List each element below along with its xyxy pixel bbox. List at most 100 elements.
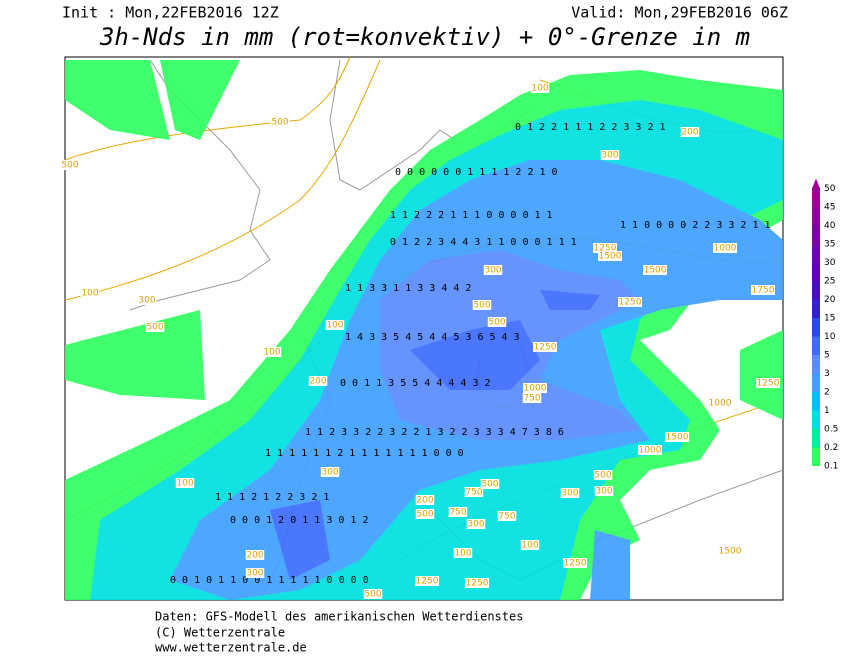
colorbar-segment <box>812 188 820 207</box>
contour-label: 750 <box>522 393 542 404</box>
colorbar-label: 0.2 <box>824 443 838 453</box>
precip-values: 0 0 1 1 3 5 5 4 4 4 4 3 2 <box>340 378 491 389</box>
precip-area <box>270 290 600 580</box>
contour-label-text: 200 <box>309 377 326 387</box>
colorbar-label: 0.1 <box>824 462 838 472</box>
init-time: Init : Mon,22FEB2016 12Z <box>62 4 279 22</box>
valid-time: Valid: Mon,29FEB2016 06Z <box>571 4 788 22</box>
contour-label-text: 750 <box>498 512 515 522</box>
contour-label-bg <box>245 550 265 560</box>
contour-label-text: 100 <box>531 84 548 94</box>
contour-label-bg <box>415 509 435 519</box>
precip-values: 0 1 2 2 3 4 4 3 1 1 0 0 0 1 1 1 <box>390 237 577 248</box>
contour-label-bg <box>718 546 742 556</box>
contour-label-bg <box>415 495 435 505</box>
contour-label-text: 1500 <box>666 433 689 443</box>
contour-label: 1250 <box>756 378 780 389</box>
contour-label: 1500 <box>665 432 689 443</box>
contour-label: 500 <box>60 160 80 171</box>
contour-label: 300 <box>594 486 614 497</box>
colorbar-label: 0.5 <box>824 425 838 435</box>
precip-values: 1 1 3 3 1 1 3 3 4 4 2 <box>345 283 471 294</box>
contour-label-bg <box>415 576 439 586</box>
contour-label-text: 1250 <box>594 244 617 254</box>
contour-label-text: 300 <box>321 468 338 478</box>
contour-label-bg <box>480 479 500 489</box>
contour-label-bg <box>563 558 587 568</box>
contour-label-text: 100 <box>454 549 471 559</box>
contour-label-bg <box>80 288 100 298</box>
contour-label: 300 <box>320 467 340 478</box>
colorbar-label: 3 <box>824 369 830 379</box>
colorbar-arrow <box>812 178 820 189</box>
contour-label: 100 <box>530 83 550 94</box>
contour-label: 500 <box>145 322 165 333</box>
contour-label: 1250 <box>465 578 489 589</box>
contour-label-text: 200 <box>681 128 698 138</box>
contour-label-text: 500 <box>61 161 78 171</box>
contour-label-text: 500 <box>364 590 381 600</box>
precip-values: 1 1 0 0 0 0 2 2 3 3 2 1 1 <box>620 220 771 231</box>
precip-values: 0 1 2 2 1 1 1 2 2 3 3 2 1 <box>515 122 666 133</box>
contour-label-bg <box>520 540 540 550</box>
colorbar-label: 30 <box>824 258 836 268</box>
colorbar-label: 45 <box>824 203 835 213</box>
contour-label-bg <box>262 347 282 357</box>
contour-label-text: 300 <box>601 151 618 161</box>
footer-line: www.wetterzentrale.de <box>155 641 307 655</box>
contour-label-bg <box>308 376 328 386</box>
contour-label: 500 <box>363 589 383 600</box>
precip-values: 0 0 0 1 2 0 1 1 3 0 1 2 <box>230 515 368 526</box>
contour-label: 100 <box>453 548 473 559</box>
contour-label: 1000 <box>523 383 547 394</box>
contour-label-text: 500 <box>146 323 163 333</box>
contour-label-bg <box>487 317 507 327</box>
contour-label-text: 200 <box>246 551 263 561</box>
colorbar-label: 40 <box>824 221 836 231</box>
colorbar-label: 50 <box>824 184 836 194</box>
contour-label: 750 <box>448 507 468 518</box>
contour-label-bg <box>325 320 345 330</box>
contour-label: 100 <box>520 540 540 551</box>
contour-label-text: 1000 <box>639 446 662 456</box>
map-area: 0 1 2 2 1 1 1 2 2 3 3 2 1 1 1 2 2 2 1 1 1… <box>60 56 784 601</box>
contour-label: 300 <box>483 265 503 276</box>
contour-label-text: 300 <box>561 489 578 499</box>
precip-values: 0 0 0 0 0 0 1 1 1 1 2 2 1 0 <box>395 167 558 178</box>
contour-label-text: 1500 <box>599 252 622 262</box>
contour-label: 1250 <box>618 297 642 308</box>
contour-label-bg <box>643 265 667 275</box>
precip-values: 1 1 1 2 1 2 2 3 2 1 <box>215 492 329 503</box>
colorbar-segment <box>812 299 820 318</box>
colorbar-segment <box>812 262 820 281</box>
contour-label-bg <box>137 295 157 305</box>
map-title: 3h-Nds in mm (rot=konvektiv) + 0°-Grenze… <box>99 23 750 51</box>
colorbar-segment <box>812 225 820 244</box>
precip-values: 1 1 2 2 2 1 1 1 0 0 0 0 1 1 <box>390 210 553 221</box>
contour-label: 100 <box>80 288 100 299</box>
contour-label-text: 100 <box>263 348 280 358</box>
colorbar-label: 25 <box>824 277 835 287</box>
precip-values: 1 4 3 3 5 4 5 4 4 5 3 6 5 4 3 <box>345 332 520 343</box>
contour-label-text: 1500 <box>719 547 742 557</box>
contour-label-bg <box>523 383 547 393</box>
contour-label-bg <box>680 127 700 137</box>
contour-label-bg <box>245 568 265 578</box>
contour-label-text: 100 <box>521 541 538 551</box>
contour-label-bg <box>600 150 620 160</box>
contour-label-text: 1250 <box>564 559 587 569</box>
contour-label: 300 <box>600 150 620 161</box>
colorbar-segment <box>812 447 820 466</box>
contour-label: 750 <box>464 487 484 498</box>
contour-label: 1750 <box>751 285 775 296</box>
contour-label-bg <box>618 297 642 307</box>
colorbar-label: 1 <box>824 406 830 416</box>
contour-label-text: 500 <box>473 301 490 311</box>
contour-label-text: 1000 <box>714 244 737 254</box>
colorbar-label: 10 <box>824 332 836 342</box>
contour-label-bg <box>593 470 613 480</box>
contour-label: 300 <box>137 295 157 306</box>
contour-label-bg <box>448 507 468 517</box>
contour-label-bg <box>145 322 165 332</box>
